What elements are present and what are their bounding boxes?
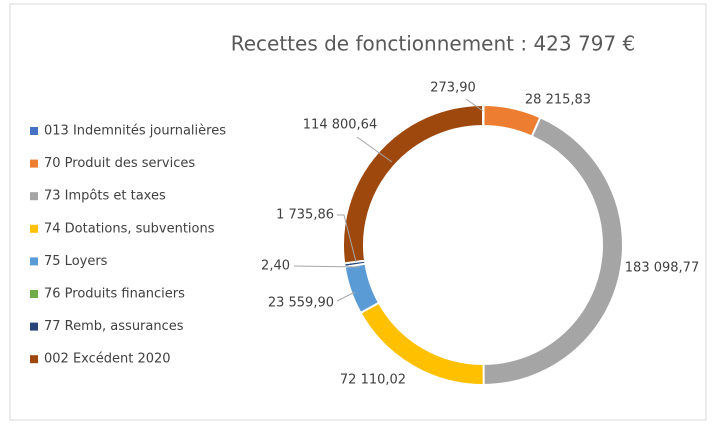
legend-label: 70 Produit des services: [44, 156, 195, 171]
legend-label: 75 Loyers: [44, 254, 108, 269]
donut-slice: [342, 103, 484, 265]
legend-label: 013 Indemnités journalières: [44, 124, 226, 139]
leader-line: [465, 98, 484, 112]
legend-label: 76 Produits financiers: [44, 287, 185, 302]
legend-swatch: [30, 322, 38, 331]
data-label: 23 559,90: [268, 296, 334, 311]
data-label: 1 735,86: [276, 208, 334, 223]
leader-line: [356, 136, 393, 163]
legend-label: 77 Remb, assurances: [44, 319, 184, 334]
legend-label: 002 Excédent 2020: [44, 352, 171, 367]
data-label: 114 800,64: [303, 118, 377, 133]
data-label: 273,90: [430, 81, 476, 96]
legend-swatch: [30, 224, 38, 233]
chart-title: Recettes de fonctionnement : 423 797 €: [231, 32, 636, 56]
legend-swatch: [30, 290, 38, 298]
legend-label: 73 Impôts et taxes: [44, 189, 166, 204]
data-label: 72 110,02: [340, 373, 406, 388]
legend-swatch: [30, 355, 38, 364]
data-label: 2,40: [261, 259, 290, 274]
legend-swatch: [30, 127, 38, 135]
legend-swatch: [30, 159, 38, 168]
legend-label: 74 Dotations, subventions: [44, 221, 215, 236]
legend-swatch: [30, 192, 38, 201]
leader-line: [337, 214, 357, 263]
data-label: 28 215,83: [525, 93, 591, 108]
leader-line: [336, 291, 356, 302]
legend-swatch: [30, 257, 38, 266]
data-label: 183 098,77: [625, 261, 699, 276]
leader-line: [293, 265, 361, 268]
